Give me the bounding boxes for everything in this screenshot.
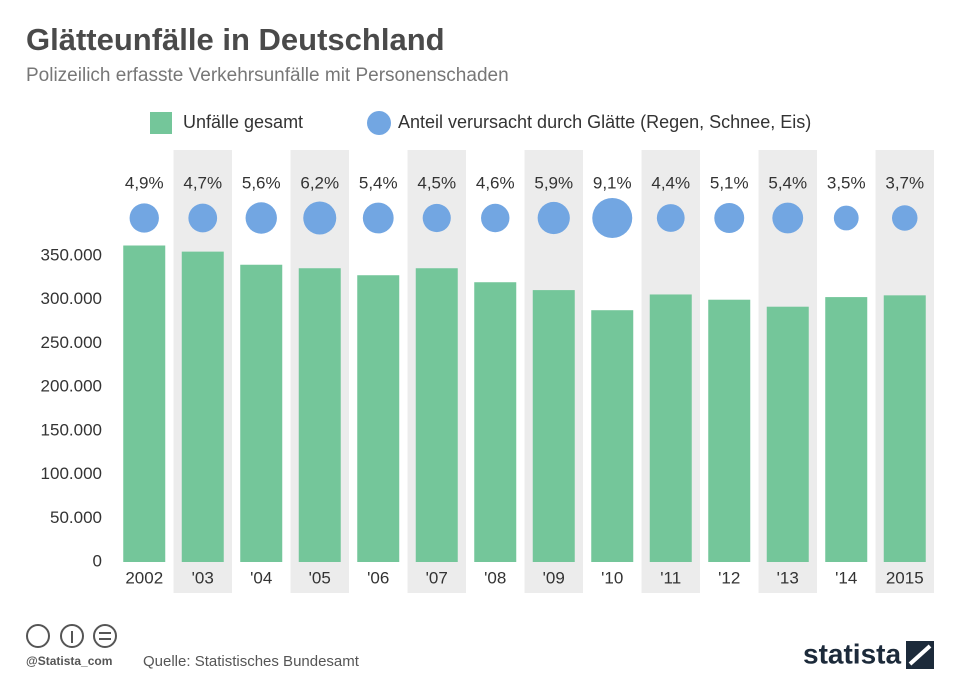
handle: @Statista_com — [26, 654, 112, 668]
bar — [883, 295, 926, 562]
bar — [357, 275, 400, 562]
y-tick-label: 0 — [93, 551, 102, 570]
y-tick-label: 150.000 — [41, 420, 102, 439]
value-label: 5,1% — [710, 173, 749, 192]
bar — [825, 297, 868, 562]
legend-label: Unfälle gesamt — [183, 112, 303, 132]
y-tick-label: 50.000 — [50, 508, 102, 527]
bubble — [362, 202, 394, 234]
chart-subtitle: Polizeilich erfasste Verkehrsunfälle mit… — [26, 65, 509, 86]
x-tick-label: '13 — [777, 568, 799, 587]
value-label: 6,2% — [300, 173, 339, 192]
x-tick-label: '12 — [718, 568, 740, 587]
x-tick-label: '11 — [660, 568, 681, 587]
value-label: 4,4% — [651, 173, 690, 192]
bar — [415, 268, 458, 562]
cc-icons — [26, 624, 117, 648]
bar — [474, 282, 517, 562]
y-tick-label: 350.000 — [41, 245, 102, 264]
x-tick-label: '04 — [250, 568, 272, 587]
bubble — [129, 203, 159, 233]
y-tick-label: 100.000 — [41, 464, 102, 483]
bar — [181, 251, 224, 562]
value-label: 9,1% — [593, 173, 632, 192]
value-label: 4,6% — [476, 173, 515, 192]
bubble — [891, 205, 918, 231]
x-tick-label: 2015 — [886, 568, 924, 587]
bubble — [422, 203, 451, 233]
x-tick-label: '05 — [309, 568, 331, 587]
bubble — [481, 203, 510, 233]
y-tick-label: 200.000 — [41, 377, 102, 396]
bar — [766, 306, 809, 562]
value-label: 4,9% — [125, 173, 164, 192]
legend-swatch — [150, 112, 172, 134]
value-label: 5,4% — [768, 173, 807, 192]
bar — [298, 268, 341, 562]
logo-icon-mark — [908, 644, 932, 666]
bar — [591, 310, 634, 562]
bubble — [656, 204, 685, 232]
x-tick-label: '03 — [192, 568, 214, 587]
value-label: 4,5% — [417, 173, 456, 192]
value-label: 3,5% — [827, 173, 866, 192]
legend-swatch — [367, 111, 391, 135]
x-tick-label: '09 — [543, 568, 565, 587]
bubble — [592, 198, 633, 238]
bar — [123, 245, 166, 562]
x-tick-label: '07 — [426, 568, 448, 587]
y-tick-label: 300.000 — [41, 289, 102, 308]
x-tick-label: 2002 — [125, 568, 163, 587]
legend-label: Anteil verursacht durch Glätte (Regen, S… — [398, 112, 811, 132]
x-tick-label: '08 — [484, 568, 506, 587]
bubble — [833, 205, 859, 231]
bubble — [714, 203, 745, 233]
value-label: 5,4% — [359, 173, 398, 192]
y-tick-label: 250.000 — [41, 333, 102, 352]
bar — [649, 294, 692, 562]
value-label: 5,6% — [242, 173, 281, 192]
bubble — [772, 202, 804, 234]
x-tick-label: '10 — [601, 568, 623, 587]
source: Quelle: Statistisches Bundesamt — [143, 653, 360, 670]
bar — [708, 299, 751, 562]
chart-title: Glätteunfälle in Deutschland — [26, 22, 445, 57]
bar — [532, 290, 575, 562]
value-label: 5,9% — [534, 173, 573, 192]
x-tick-label: '06 — [367, 568, 389, 587]
bubble — [188, 203, 218, 233]
value-label: 4,7% — [183, 173, 222, 192]
logo: statista — [803, 638, 901, 669]
bubble — [245, 202, 277, 234]
bar — [240, 264, 283, 562]
bubble — [303, 201, 337, 235]
value-label: 3,7% — [885, 173, 924, 192]
x-tick-label: '14 — [835, 568, 857, 587]
bubble — [537, 201, 570, 235]
